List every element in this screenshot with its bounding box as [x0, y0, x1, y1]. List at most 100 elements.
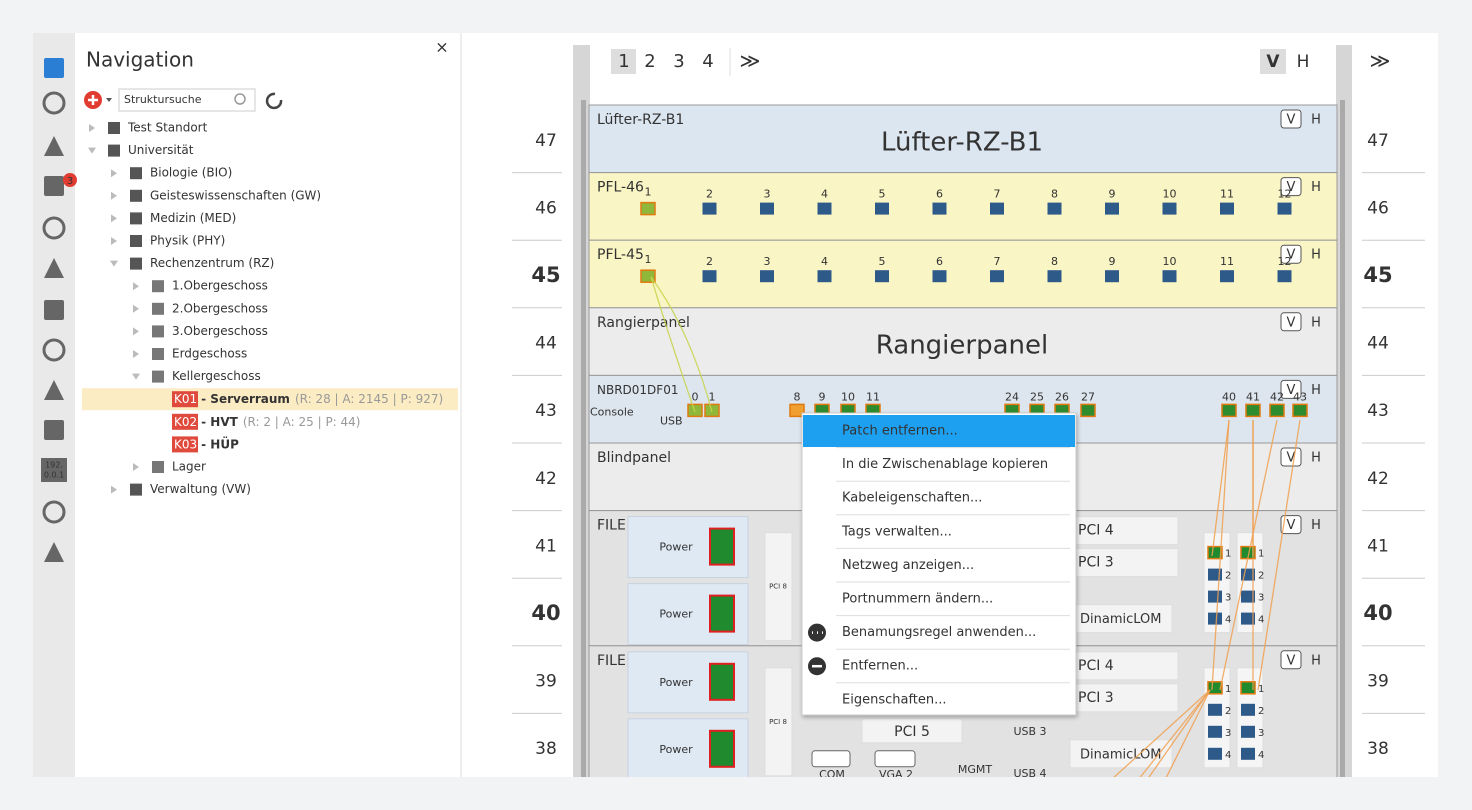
tree-item[interactable]: Rechenzentrum (RZ) [110, 256, 274, 270]
device-view-v[interactable]: V [1287, 653, 1296, 668]
tree-item[interactable]: Test Standort [89, 121, 208, 135]
device-view-h[interactable]: H [1311, 518, 1321, 533]
page-number[interactable]: 3 [673, 51, 684, 72]
tree-item[interactable]: K03 - HÜP [172, 436, 239, 453]
tree-icon [152, 325, 164, 338]
device[interactable]: FILE V H Power Power PCI 8 PCI 4 PCI 3 DinamicLO… [588, 510, 1338, 647]
cable [1139, 689, 1211, 777]
device-view-v[interactable]: V [1287, 248, 1296, 263]
nav-icon[interactable] [42, 500, 66, 524]
view-v-box[interactable] [1280, 379, 1302, 399]
device-view-h[interactable]: H [1311, 653, 1321, 668]
page-current[interactable] [611, 49, 636, 74]
device[interactable]: Lüfter-RZ-B1 V H Lüfter-RZ-B1 [588, 104, 1338, 174]
nav-icon[interactable] [44, 542, 64, 562]
menu-item[interactable]: Entfernen... [808, 648, 1070, 676]
view-v-box[interactable] [1280, 447, 1302, 467]
menu-label[interactable]: Netzweg anzeigen... [842, 558, 974, 573]
port [1105, 270, 1119, 283]
tree-item[interactable]: Kellergeschoss [132, 369, 261, 383]
menu-item[interactable]: Patch entfernen... [803, 415, 1075, 447]
view-v-box[interactable] [1280, 515, 1302, 535]
unit-number: 40 [1363, 601, 1392, 625]
menu-item[interactable]: Eigenschaften... [836, 682, 1070, 708]
tree-item[interactable]: Medizin (MED) [111, 211, 236, 225]
device-view-v[interactable]: V [1287, 180, 1296, 195]
device-label: PFL-45 [597, 247, 644, 263]
menu-item[interactable]: Benamungsregel anwenden... [808, 615, 1070, 642]
device-view-h[interactable]: H [1311, 383, 1321, 398]
menu-label[interactable]: Benamungsregel anwenden... [842, 625, 1036, 640]
view-v-box[interactable] [1280, 312, 1302, 332]
nav-icon[interactable] [44, 300, 64, 320]
tree-item[interactable]: Geisteswissenschaften (GW) [111, 188, 321, 202]
side-next[interactable]: ≫ [1370, 49, 1391, 73]
page-number[interactable]: 1 [618, 51, 629, 72]
view-h[interactable]: H [1297, 52, 1310, 72]
tree-item[interactable]: 3.Obergeschoss [133, 324, 268, 338]
nav-icon[interactable] [42, 216, 66, 240]
device-view-v[interactable]: V [1287, 315, 1296, 330]
device[interactable]: PFL-45 V H1 2 3 4 5 6 7 8 9 10 11 12 [588, 239, 1338, 309]
menu-item[interactable]: Netzweg anzeigen... [836, 547, 1070, 573]
port-number: 9 [819, 390, 826, 403]
nav-icon[interactable] [44, 176, 64, 196]
view-v-box[interactable] [1280, 109, 1302, 129]
tree-item[interactable]: Biologie (BIO) [111, 166, 232, 180]
view-v-box[interactable] [1280, 177, 1302, 197]
tree-item[interactable]: Universität [88, 143, 194, 157]
nav-icon[interactable] [44, 58, 64, 78]
device-view-v[interactable]: V [1287, 451, 1296, 466]
device-view-v[interactable]: V [1287, 518, 1296, 533]
menu-label[interactable]: Patch entfernen... [842, 424, 958, 439]
menu-label[interactable]: Portnummern ändern... [842, 592, 993, 607]
page-next[interactable]: ≫ [740, 49, 761, 73]
tree-item[interactable]: Erdgeschoss [133, 347, 247, 361]
nav-icon[interactable] [44, 420, 64, 440]
device-view-h[interactable]: H [1311, 113, 1321, 128]
tree-item[interactable]: 1.Obergeschoss [133, 279, 268, 293]
search-input[interactable] [118, 88, 256, 112]
view-v[interactable]: V [1266, 52, 1280, 72]
nav-icon[interactable] [44, 136, 64, 156]
nav-icon[interactable] [42, 338, 66, 362]
nav-icon[interactable] [44, 380, 64, 400]
tree-item[interactable]: Lager [133, 460, 206, 474]
menu-label[interactable]: In die Zwischenablage kopieren [842, 457, 1048, 472]
device-view-h[interactable]: H [1311, 248, 1321, 263]
nav-icon[interactable] [44, 258, 64, 278]
menu-label[interactable]: Tags verwalten... [841, 524, 952, 539]
device-view-h[interactable]: H [1311, 315, 1321, 330]
view-v-box[interactable] [1260, 49, 1286, 74]
port [1047, 270, 1062, 283]
page-number[interactable]: 2 [644, 51, 655, 72]
tree-label: Universität [128, 143, 194, 157]
menu-label[interactable]: Kabeleigenschaften... [842, 491, 982, 506]
tree-item[interactable]: 2.Obergeschoss [133, 301, 268, 315]
tree-item[interactable]: K02 - HVT (R: 2 | A: 25 | P: 44) [172, 413, 360, 430]
room-details: (R: 28 | A: 2145 | P: 927) [295, 392, 443, 406]
device[interactable]: PFL-46 V H1 2 3 4 5 6 7 8 9 10 11 12 [588, 172, 1338, 241]
close-button[interactable]: × [435, 38, 448, 57]
device-view-h[interactable]: H [1311, 180, 1321, 195]
page-number[interactable]: 4 [702, 51, 713, 72]
search-icon[interactable] [234, 93, 246, 105]
device-view-h[interactable]: H [1311, 451, 1321, 466]
tree-item[interactable]: Verwaltung (VW) [111, 482, 251, 496]
menu-item[interactable]: Tags verwalten... [836, 514, 1070, 540]
device-view-v[interactable]: V [1287, 383, 1296, 398]
menu-item[interactable]: Portnummern ändern... [836, 581, 1070, 607]
tree-item[interactable]: Physik (PHY) [111, 234, 225, 248]
device-label: Lüfter-RZ-B1 [597, 112, 684, 128]
nav-icon[interactable] [42, 91, 66, 115]
device-view-v[interactable]: V [1287, 113, 1296, 128]
tree-item[interactable]: K01 - Serverraum (R: 28 | A: 2145 | P: 927… [82, 388, 458, 411]
menu-label[interactable]: Entfernen... [842, 659, 918, 674]
view-v-box[interactable] [1280, 650, 1302, 670]
view-v-box[interactable] [1280, 244, 1302, 264]
menu-label[interactable]: Eigenschaften... [842, 692, 947, 707]
menu-item[interactable]: Kabeleigenschaften... [836, 480, 1070, 506]
menu-item[interactable]: In die Zwischenablage kopieren [836, 447, 1070, 473]
refresh-icon[interactable] [265, 92, 283, 110]
